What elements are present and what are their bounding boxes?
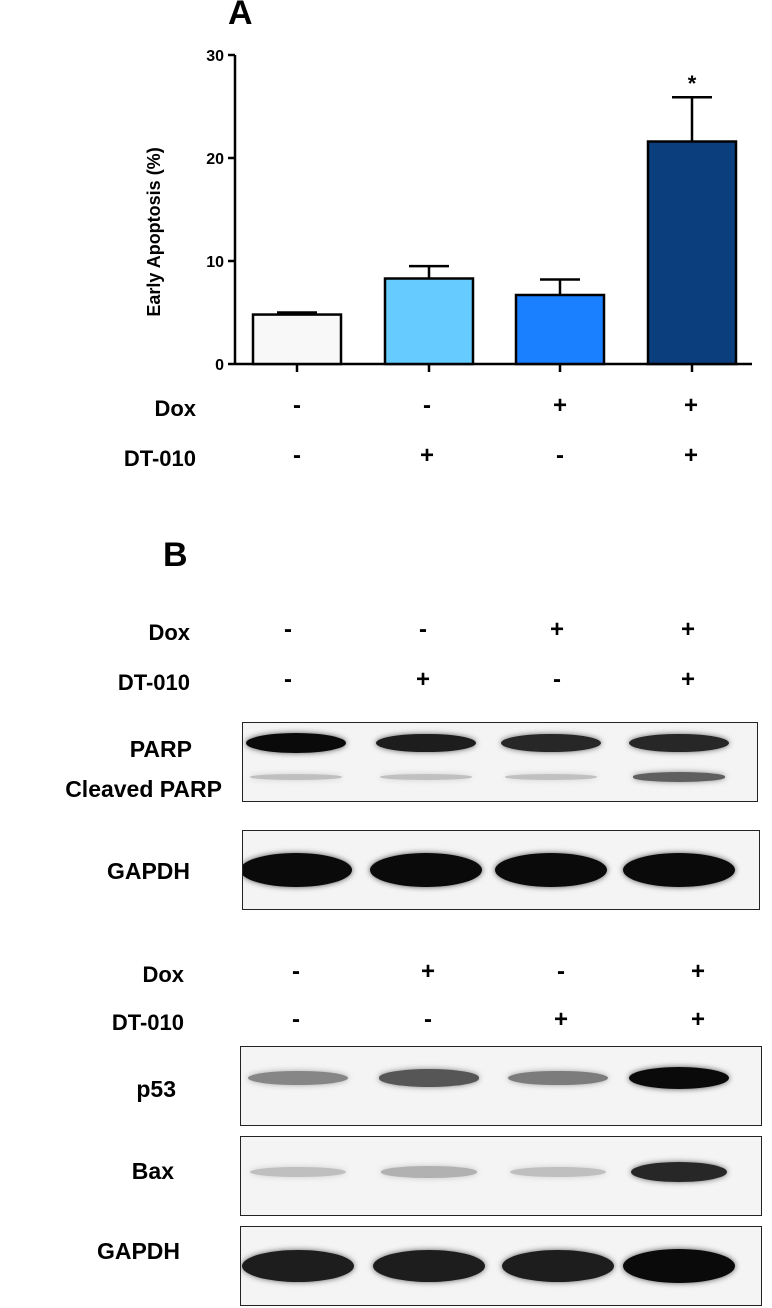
panel-a-dox-sign: - [423,392,431,419]
bar-chart: Early Apoptosis (%) 0 10 20 30 * [144,48,752,374]
parp-band [246,733,346,753]
panel-a-dt010-sign: + [683,442,698,469]
panel-b-top-dox-sign: + [680,616,695,643]
parp-band [629,733,729,753]
bar [646,140,738,366]
bax-band [381,1166,477,1178]
y-axis-label: Early Apoptosis (%) [144,147,164,316]
panel-a-dox-sign: + [683,392,698,419]
significance-asterisk: * [688,71,697,96]
y-tick-label: 20 [206,151,224,168]
panel-a-dt010-sign: + [419,442,434,469]
cleaved-parp-band [380,774,472,780]
cleaved-parp-band [505,774,597,780]
gapdh-band [370,853,482,887]
panel-b-bottom-dox-sign: - [292,958,300,985]
p53-band [248,1070,348,1086]
panel-a-dt010-sign: - [556,442,564,469]
parp-band [376,733,476,753]
panel-b-bottom-dt010-sign: - [424,1006,432,1033]
bax-band [631,1161,727,1183]
blot-label-gapdh: GAPDH [96,1238,180,1264]
bax-band [510,1166,606,1178]
panel-a-dt010-sign: - [293,442,301,469]
panel-b-top-dt010-sign: - [553,666,561,693]
y-tick-label: 30 [206,48,224,65]
panel-b-top-dox-sign: - [419,616,427,643]
panel-b-bottom-dox-sign: + [420,958,435,985]
panel-b-top-dt010-sign: + [680,666,695,693]
blot-label-bax: Bax [131,1158,174,1184]
panel-b-top-dt010-sign: - [284,666,292,693]
blot-gapdh-membrane [242,830,760,910]
panel-b-bottom-dt010-sign: - [292,1006,300,1033]
panel-b-top-dox-sign: + [549,616,564,643]
panel-a-dt010-label: DT-010 [123,446,196,471]
y-tick-label: 0 [215,357,224,374]
blot-gapdh-membrane [240,1226,762,1306]
gapdh-band [623,1249,735,1283]
panel-b-bottom-dox-sign: - [557,958,565,985]
panel-a-dox-sign: + [552,392,567,419]
cleaved-parp-band [250,774,342,780]
panel-b-bottom-dt010-label: DT-010 [111,1010,184,1035]
panel-b-top-dox-label: Dox [148,620,190,645]
blot-parp-membrane [242,722,758,802]
bax-band [250,1166,346,1178]
blot-p53-membrane [240,1046,762,1126]
blot-bax-membrane [240,1136,762,1216]
panel-b-bottom-dt010-sign: + [690,1006,705,1033]
panel-a-dox-label: Dox [154,396,196,421]
gapdh-band [373,1249,485,1283]
gapdh-band [242,1249,354,1283]
panel-b-bottom-dt010-sign: + [553,1006,568,1033]
p53-band [629,1067,729,1089]
panel-a-dox-sign: - [293,392,301,419]
gapdh-band [502,1249,614,1283]
gapdh-band [495,853,607,887]
panel-b-bottom-dox-label: Dox [142,962,184,987]
p53-band [508,1070,608,1086]
panel-b-top-dt010-sign: + [415,666,430,693]
gapdh-band [623,853,735,887]
panel-b-top-dox-sign: - [284,616,292,643]
parp-band [501,733,601,753]
blot-label-p53: p53 [136,1076,176,1102]
blot-label-cleaved-parp: Cleaved PARP [65,776,222,802]
panel-b-top-dt010-label: DT-010 [117,670,190,695]
bar [383,277,475,366]
y-tick-label: 10 [206,254,224,271]
bar [514,293,606,366]
blot-label-gapdh: GAPDH [106,858,190,884]
bar [251,313,343,366]
blot-label-parp: PARP [129,736,192,762]
panel-b-bottom-dox-sign: + [690,958,705,985]
cleaved-parp-band [633,772,725,782]
gapdh-band [243,853,352,887]
panel-a-letter: A [228,0,253,32]
p53-band [379,1069,479,1087]
panel-b-letter: B [163,536,188,574]
